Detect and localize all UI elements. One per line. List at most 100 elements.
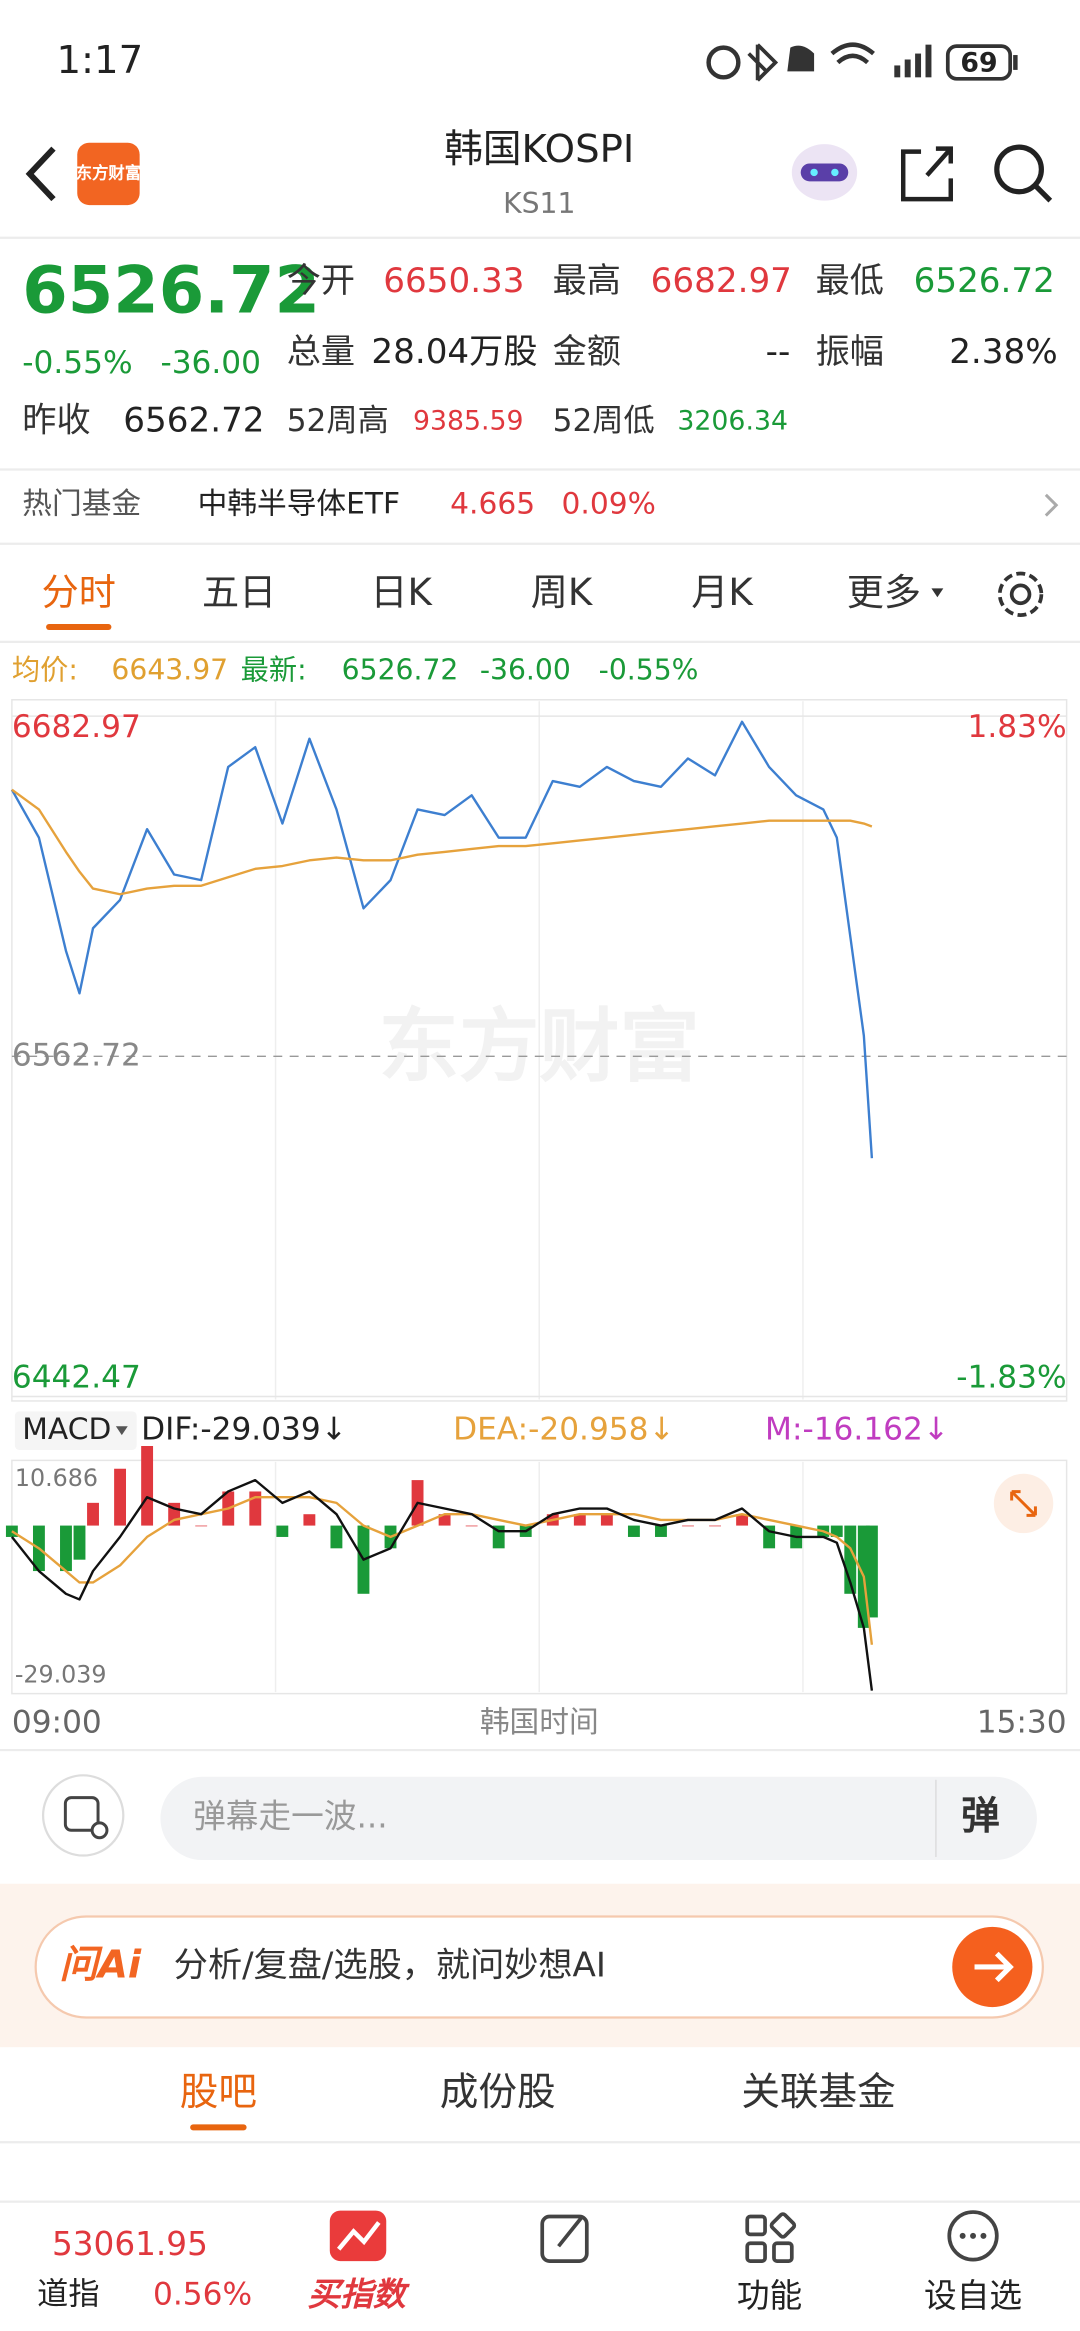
macd-bar xyxy=(600,1514,613,1526)
macd-bar xyxy=(830,1525,843,1537)
macd-bar xyxy=(87,1502,99,1526)
nav-item[interactable]: 设自选 xyxy=(924,2277,1022,2315)
macd-bar xyxy=(627,1525,640,1537)
settings-button[interactable] xyxy=(997,571,1044,617)
dropdown-caret xyxy=(115,1426,128,1436)
stat-label: 金额 xyxy=(553,332,621,372)
stat-value: -- xyxy=(766,332,791,372)
tab[interactable]: 五日 xyxy=(202,571,276,614)
macd-bar xyxy=(763,1525,776,1549)
stat-value: 9385.59 xyxy=(413,405,524,436)
macd-bar xyxy=(736,1514,749,1526)
danmaku-settings[interactable] xyxy=(41,1774,125,1857)
tab[interactable]: 分时 xyxy=(42,571,116,614)
tab-indicator xyxy=(46,624,112,630)
y2-tick-label: -1.83% xyxy=(956,1360,1066,1396)
series-line xyxy=(11,1496,874,1645)
index-value[interactable]: 53061.95 xyxy=(52,2225,208,2263)
sub-tab[interactable]: 关联基金 xyxy=(741,2070,895,2115)
y-tick-label: 6562.72 xyxy=(12,1037,141,1073)
stat-value: 6650.33 xyxy=(383,261,524,301)
input-placeholder: 弹幕走一波... xyxy=(193,1797,388,1835)
avg-label: 均价: xyxy=(12,654,78,687)
bottom-nav xyxy=(0,2201,1080,2331)
stat-value: 28.04万股 xyxy=(371,332,537,372)
y-tick-label: 6682.97 xyxy=(12,709,141,745)
macd-bar xyxy=(330,1525,343,1549)
function-icon[interactable] xyxy=(745,2212,797,2263)
tab[interactable]: 周K xyxy=(531,571,594,614)
stat-label: 52周低 xyxy=(553,403,655,439)
latest-change-pct: -0.55% xyxy=(599,654,699,687)
stat-value: 6682.97 xyxy=(651,261,792,301)
share-button[interactable] xyxy=(900,146,953,202)
macd-bar xyxy=(709,1525,721,1527)
macd-bar xyxy=(60,1525,72,1572)
macd-bar xyxy=(141,1446,154,1526)
stock-title: 韩国KOSPI xyxy=(444,127,634,172)
hot-fund-name[interactable]: 中韩半导体ETF xyxy=(198,487,401,522)
sub-tab[interactable]: 股吧 xyxy=(180,2070,257,2115)
macd-bar xyxy=(865,1525,878,1618)
stock-code: KS11 xyxy=(503,187,575,220)
macd-bar xyxy=(168,1502,181,1526)
macd-bar xyxy=(303,1514,316,1526)
ai-prompt: 分析/复盘/选股，就问妙想AI xyxy=(174,1945,606,1985)
hot-fund-label: 热门基金 xyxy=(22,487,141,522)
macd-bar xyxy=(655,1525,667,1537)
macd-bar xyxy=(844,1525,857,1594)
sub-tab-indicator xyxy=(190,2124,247,2131)
tab[interactable]: 日K xyxy=(370,571,433,614)
watermark: 东方财富 xyxy=(379,1000,700,1093)
y2-tick-label: 1.83% xyxy=(968,709,1067,745)
stat-label: 52周高 xyxy=(287,403,389,439)
x-tick-label: 09:00 xyxy=(12,1704,102,1740)
tab[interactable]: 更多 xyxy=(847,571,921,614)
macd-bar xyxy=(73,1525,86,1560)
post-button[interactable] xyxy=(540,2214,589,2263)
app-logo[interactable] xyxy=(77,142,140,206)
chevron[interactable] xyxy=(1044,493,1059,517)
change-pct: -0.55% xyxy=(22,345,132,381)
danmaku-input[interactable] xyxy=(160,1776,1037,1860)
stat-label: 昨收 xyxy=(22,400,90,440)
stat-label: 最低 xyxy=(816,261,884,301)
danmaku-toggle[interactable]: 弹 xyxy=(961,1794,1000,1839)
dropdown-caret xyxy=(931,588,944,598)
indicator-select[interactable] xyxy=(14,1411,137,1450)
dea-label: DEA:-20.958↓ xyxy=(453,1412,675,1448)
macd-bar xyxy=(492,1525,505,1549)
macd-bar xyxy=(195,1525,208,1527)
expand-button[interactable] xyxy=(993,1473,1054,1534)
search-button[interactable] xyxy=(994,144,1053,203)
ai-entry[interactable] xyxy=(34,1915,1044,2019)
vertical-grid xyxy=(274,701,804,1693)
macd-bar xyxy=(438,1514,451,1526)
y-tick-label: 6442.47 xyxy=(12,1360,141,1396)
macd-bar xyxy=(276,1525,289,1537)
macd-bar xyxy=(465,1525,478,1527)
buy-index-icon[interactable] xyxy=(329,2210,387,2262)
assistant-button[interactable] xyxy=(791,144,858,201)
stat-value: 2.38% xyxy=(949,332,1058,372)
y-tick-label: -29.039 xyxy=(15,1660,107,1688)
back-button[interactable] xyxy=(25,146,56,202)
battery-level: 69 xyxy=(960,47,997,78)
sub-tab[interactable]: 成份股 xyxy=(440,2070,556,2115)
stat-value: 3206.34 xyxy=(677,405,788,436)
price-chart-frame xyxy=(11,699,1068,1402)
ai-brand: 问Ai xyxy=(59,1942,141,1987)
ai-go-button[interactable] xyxy=(952,1926,1033,2008)
nav-item[interactable]: 买指数 xyxy=(308,2276,410,2314)
index-change: 0.56% xyxy=(153,2276,252,2312)
stat-label: 振幅 xyxy=(816,332,884,372)
nav-item[interactable]: 功能 xyxy=(737,2277,802,2315)
last-price: 6526.72 xyxy=(22,252,320,328)
tab[interactable]: 月K xyxy=(691,571,754,614)
indicator-name[interactable]: MACD xyxy=(22,1412,111,1447)
watchlist-icon[interactable] xyxy=(947,2210,999,2262)
hot-fund-price: 4.665 xyxy=(450,487,535,522)
y-tick-label: 10.686 xyxy=(15,1464,98,1492)
